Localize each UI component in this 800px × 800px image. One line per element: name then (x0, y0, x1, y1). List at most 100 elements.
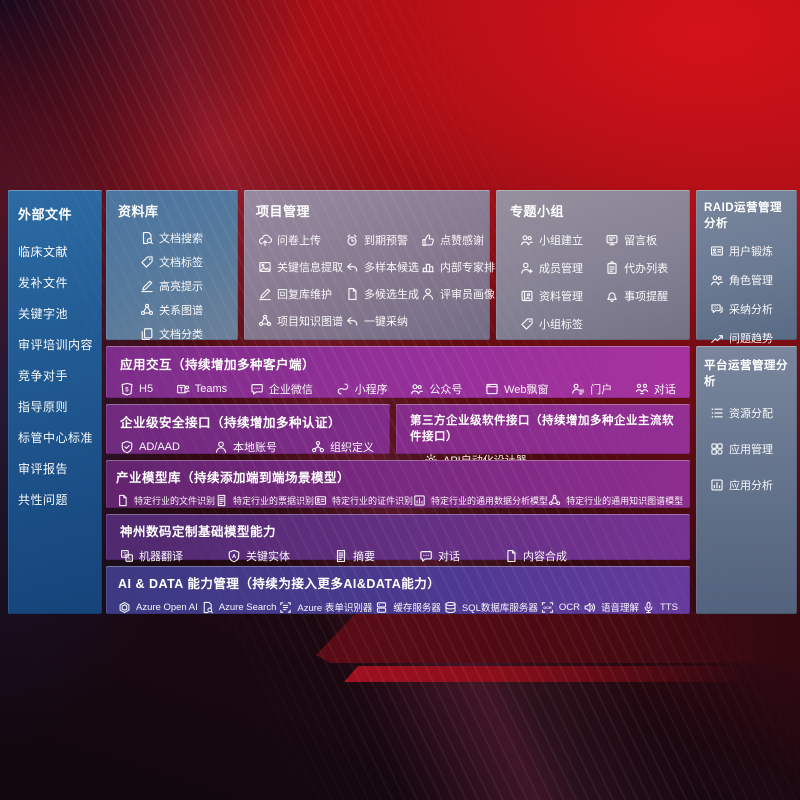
feature-label: 留言板 (624, 235, 658, 247)
svg-text:A: A (128, 556, 132, 562)
feature-label: 特定行业的通用知识图谱模型 (566, 496, 684, 506)
feature-item: 对话 (419, 548, 460, 564)
graph-icon (548, 494, 561, 507)
sidebar-item: 审评培训内容 (18, 338, 94, 352)
platform-operations-title: 平台运营管理分析 (704, 360, 788, 388)
feature-label: 文档标签 (159, 257, 203, 269)
tag-icon (520, 317, 534, 331)
svg-text:5: 5 (125, 386, 129, 393)
thirdparty-interface-band: 第三方企业级软件接口（持续增加多种企业主流软件接口） API自动化设计器 (396, 404, 690, 467)
feature-label: 应用分析 (729, 480, 773, 492)
dc-base-models-row: 文 A 机器翻译 A 关键实体 摘要 对话 内容合成 (120, 548, 676, 564)
feature-label: 多样本候选 (364, 262, 419, 274)
chat-icon (250, 382, 264, 396)
desk-stand-bar (344, 666, 748, 682)
feature-label: 特定行业的文件识别 (134, 496, 216, 506)
industry-models-band: 产业模型库（持续添加端到端场景模型） 特定行业的文件识别 特定行业的票据识别 特定行… (106, 460, 690, 508)
sidebar-item: 审评报告 (18, 462, 69, 476)
feature-item: 组织定义 (311, 439, 374, 455)
dc-base-models-title: 神州数码定制基础模型能力 (120, 525, 277, 539)
feature-label: 回复库维护 (277, 289, 332, 301)
thirdparty-interface-title: 第三方企业级软件接口（持续增加多种企业主流软件接口） (410, 415, 674, 443)
people-icon (520, 233, 534, 247)
sidebar-item: 标管中心标准 (18, 431, 94, 445)
raid-operations-panel: RAID运营管理分析 用户锻炼 角色管理 QA 采纳分析 问题趋势 (696, 190, 797, 345)
doc-lines-icon (334, 549, 348, 563)
svg-text:QA: QA (713, 306, 719, 310)
feature-label: 缓存服务器 (393, 603, 441, 614)
feature-item: 特定行业的通用知识图谱模型 (548, 494, 683, 507)
feature-label: Azure Search (218, 601, 277, 613)
feature-label: Web飘窗 (504, 384, 549, 396)
doc-search-icon (201, 601, 214, 614)
project-management-panel: 项目管理 问卷上传 到期预警 点赞感谢 关键信息提取 多样本候选 内部专家排名 回复库维护 多… (244, 190, 506, 340)
feature-item: 到期预警 (345, 232, 419, 248)
thumb-icon (421, 233, 435, 247)
platform-operations-panel: 平台运营管理分析 资源分配 应用管理 应用分析 (696, 346, 797, 614)
industry-models-title: 产业模型库（持续添加端到端场景模型） (116, 471, 351, 485)
feature-item: 问卷上传 (258, 232, 343, 248)
feature-item: 问题趋势 (710, 330, 793, 346)
raid-operations-list: 用户锻炼角色管理 QA 采纳分析问题趋势 (704, 231, 793, 346)
feature-item: OCR OCR (541, 601, 580, 614)
feature-label: 摘要 (353, 551, 375, 563)
feature-label: H5 (139, 383, 154, 395)
feature-label: 点赞感谢 (440, 235, 484, 247)
feature-item: 缓存服务器 (375, 600, 441, 614)
feature-label: 采纳分析 (729, 304, 773, 316)
feature-item: 代办列表 (605, 260, 684, 276)
feature-item: 特定行业的证件识别 (314, 494, 413, 507)
chat-icon (419, 549, 433, 563)
feature-label: 对话 (653, 384, 676, 396)
people-icon (710, 273, 724, 287)
feature-item: 资料管理 (520, 288, 605, 304)
topic-groups-grid: 小组建立 留言板 成员管理 代办列表 资料管理 事项提醒 小组标签 (510, 220, 684, 332)
image-icon (258, 260, 272, 274)
feature-item: 应用管理 (710, 441, 793, 457)
feature-item: 一键采纳 (345, 313, 419, 329)
feature-label: 语音理解 (600, 603, 639, 614)
feature-label: 高亮提示 (159, 281, 203, 293)
svg-text:文: 文 (123, 550, 128, 557)
feature-label: 项目知识图谱 (277, 316, 343, 328)
feature-label: 特定行业的票据识别 (233, 496, 315, 506)
window-icon (485, 382, 499, 396)
alarm-icon (345, 233, 359, 247)
feature-item: 特定行业的文件识别 (116, 494, 215, 507)
feature-item: 文档分类 (140, 326, 230, 342)
reply-icon (345, 260, 359, 274)
project-management-grid: 问卷上传 到期预警 点赞感谢 关键信息提取 多样本候选 内部专家排名 回复库维护 多候选生成 评… (256, 220, 506, 329)
feature-item: QA 采纳分析 (710, 301, 793, 317)
feature-item: 特定行业的通用数据分析模型 (413, 494, 548, 507)
pencil-icon (140, 279, 154, 293)
cache-icon (375, 601, 388, 614)
feature-item: 文档搜索 (140, 230, 230, 246)
chart-icon (710, 478, 724, 492)
feature-item: 项目知识图谱 (258, 313, 343, 329)
feature-label: 小程序 (354, 384, 388, 396)
sidebar-item: 关键字池 (18, 307, 69, 321)
external-files-list: 临床文献 发补文件 关键字池 审评培训内容 竞争对手 指导原则 标管中心标准 审评报告 共性问题 (18, 243, 94, 508)
reply-icon (345, 314, 359, 328)
org-icon (311, 440, 325, 454)
feature-label: 机器翻译 (139, 551, 183, 563)
ocr-icon: OCR (541, 601, 554, 614)
feature-label: 内容合成 (523, 551, 567, 563)
feature-label: 多候选生成 (364, 289, 419, 301)
feature-label: Azure 表单识别器 (297, 603, 373, 614)
feature-item: 评审员画像 (421, 286, 506, 302)
feature-label: 内部专家排名 (440, 262, 506, 274)
feature-item: 用户锻炼 (710, 243, 793, 259)
feature-label: 角色管理 (729, 275, 773, 287)
feature-item: 多候选生成 (345, 286, 419, 302)
feature-label: 公众号 (429, 384, 463, 396)
person-add-icon (520, 261, 534, 275)
feature-label: 特定行业的证件识别 (332, 496, 414, 506)
doc-lines-icon (215, 494, 228, 507)
library-title: 资料库 (118, 204, 159, 219)
svg-text:OCR: OCR (543, 606, 552, 610)
board-icon (605, 233, 619, 247)
feature-item: Azure 表单识别器 (279, 600, 372, 614)
graph-icon (140, 303, 154, 317)
